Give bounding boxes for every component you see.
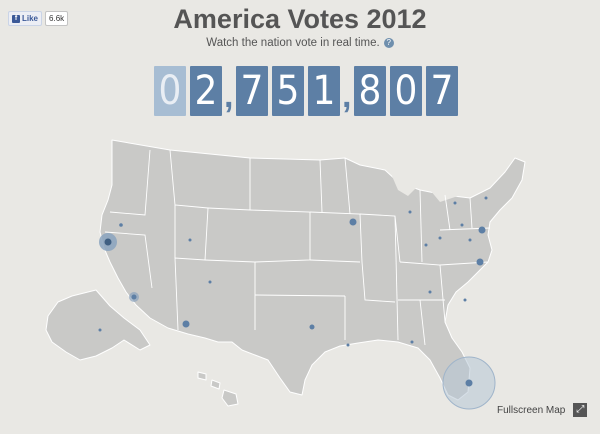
activity-dot-texas: [309, 324, 315, 330]
activity-dot: [484, 196, 488, 200]
vote-counter: 0 2 , 7 5 1 , 8 0 7: [154, 66, 462, 116]
page-subtitle: Watch the nation vote in real time.?: [0, 37, 600, 49]
activity-dot: [463, 298, 467, 302]
activity-dot: [424, 243, 428, 247]
counter-digit: 7: [236, 66, 268, 116]
activity-dot-california: [104, 238, 112, 246]
activity-dot: [119, 223, 123, 227]
activity-dot-virginia: [476, 258, 484, 266]
expand-icon: ⤢: [573, 403, 588, 417]
help-icon[interactable]: ?: [383, 38, 394, 48]
activity-dot-arizona: [182, 320, 190, 328]
activity-dot: [428, 290, 432, 294]
activity-dot: [98, 328, 102, 332]
counter-digit: 0: [390, 66, 422, 116]
counter-digit: 1: [308, 66, 340, 116]
facebook-like-widget: f Like 6.6k: [8, 11, 69, 26]
activity-dot: [408, 210, 412, 214]
page-title: America Votes 2012: [173, 4, 427, 34]
fullscreen-map-label: Fullscreen Map: [497, 404, 566, 416]
state-borders: [104, 149, 491, 346]
subtitle-text: Watch the nation vote in real time.: [206, 37, 380, 49]
activity-dot-florida: [465, 379, 473, 387]
facebook-like-label: Like: [22, 14, 39, 23]
great-lakes-shape: [392, 172, 458, 202]
activity-dot: [460, 223, 464, 227]
vote-activity-dots: [98, 196, 496, 410]
activity-dot: [438, 236, 442, 240]
facebook-icon: f: [12, 14, 20, 23]
activity-dot-dc: [478, 226, 486, 234]
activity-dot-la: [131, 294, 137, 300]
activity-dot-chicago: [349, 218, 357, 226]
facebook-like-button[interactable]: f Like: [8, 11, 43, 26]
counter-digit: 0: [154, 66, 186, 116]
counter-separator: ,: [224, 77, 234, 115]
activity-dot: [453, 201, 457, 205]
activity-dot: [468, 238, 472, 242]
counter-digit: 5: [272, 66, 304, 116]
facebook-like-count: 6.6k: [45, 11, 69, 26]
activity-dot: [208, 280, 212, 284]
hawaii-shape: [197, 371, 239, 407]
counter-digit: 2: [190, 66, 222, 116]
counter-digit: 7: [426, 66, 458, 116]
activity-dot: [346, 343, 350, 347]
activity-dot: [410, 340, 414, 344]
alaska-shape: [45, 289, 151, 361]
us-map[interactable]: [0, 120, 600, 434]
fullscreen-map-button[interactable]: Fullscreen Map ⤢: [497, 403, 588, 417]
counter-separator: ,: [342, 77, 352, 115]
activity-dot: [188, 238, 192, 242]
counter-digit: 8: [354, 66, 386, 116]
